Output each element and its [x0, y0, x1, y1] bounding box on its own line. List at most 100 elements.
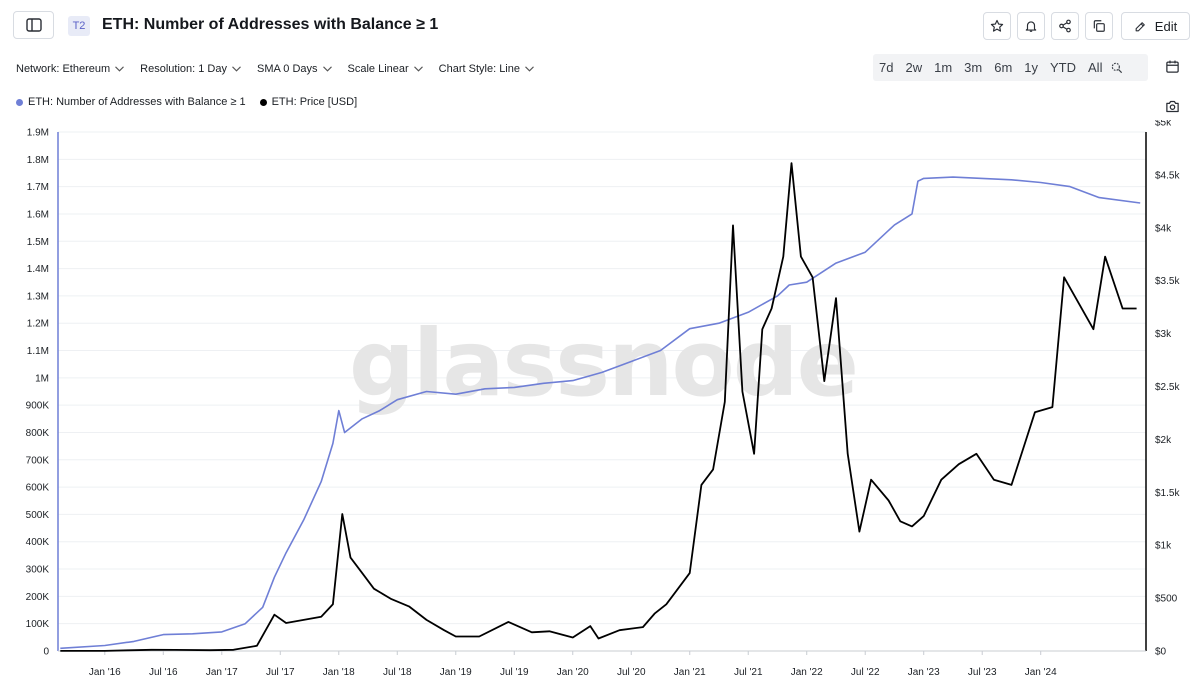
range-2w[interactable]: 2w: [905, 60, 923, 75]
chevron-down-icon: [232, 66, 241, 72]
x-tick-label: Jan '21: [674, 667, 706, 678]
addresses-series-line: [60, 176, 1141, 650]
top-bar: T2 ETH: Number of Addresses with Balance…: [0, 0, 1200, 52]
y-right-tick-label: $4.5k: [1155, 170, 1180, 181]
zoom-reset-icon[interactable]: [1110, 61, 1124, 75]
network-dropdown[interactable]: Network: Ethereum: [16, 61, 125, 77]
favorite-button[interactable]: [983, 12, 1011, 40]
x-tick-label: Jul '19: [500, 667, 529, 678]
y-left-tick-label: 1.4M: [27, 264, 49, 275]
y-right-tick-label: $4k: [1155, 223, 1172, 234]
page-title: ETH: Number of Addresses with Balance ≥ …: [102, 16, 439, 33]
edit-label: Edit: [1154, 18, 1178, 34]
network-dropdown-label: Network: Ethereum: [16, 63, 111, 75]
chart-style-dropdown-label: Chart Style: Line: [438, 63, 520, 75]
legend-label-price: ETH: Price [USD]: [271, 96, 358, 108]
camera-icon[interactable]: [1165, 100, 1180, 113]
y-right-tick-label: $2k: [1155, 435, 1172, 446]
y-left-tick-label: 1.2M: [27, 319, 49, 330]
legend-item-addresses[interactable]: ETH: Number of Addresses with Balance ≥ …: [16, 96, 246, 108]
chart[interactable]: glassnode 0 100K 200K 300K 400K 500K 600K 700K 8…: [0, 120, 1200, 699]
edit-button[interactable]: Edit: [1121, 12, 1190, 40]
legend-dot-price: [259, 98, 267, 106]
y-left-tick-label: 700K: [26, 455, 50, 466]
sidebar-toggle-icon: [25, 18, 42, 32]
x-tick-label: Jan '17: [206, 667, 238, 678]
scale-dropdown-label: Scale Linear: [347, 63, 409, 75]
y-left-tick-label: 100K: [26, 619, 50, 630]
y-left-tick-label: 800K: [26, 428, 50, 439]
y-right-tick-label: $1k: [1155, 541, 1172, 552]
x-tick-label: Jan '19: [440, 667, 472, 678]
y-left-tick-label: 1.5M: [27, 237, 49, 248]
sidebar-toggle-button[interactable]: [13, 11, 54, 39]
range-all[interactable]: All: [1088, 60, 1103, 75]
y-left-tick-label: 1.7M: [27, 182, 49, 193]
calendar-icon[interactable]: [1165, 59, 1180, 74]
chart-style-dropdown[interactable]: Chart Style: Line: [439, 61, 534, 77]
share-button[interactable]: [1051, 12, 1079, 40]
x-tick-label: Jan '20: [557, 667, 589, 678]
y-left-tick-label: 1M: [35, 373, 49, 384]
y-left-tick-label: 1.1M: [27, 346, 49, 357]
pencil-icon: [1135, 21, 1145, 31]
chevron-down-icon: [525, 66, 534, 72]
y-right-tick-label: $5k: [1155, 120, 1172, 129]
range-6m[interactable]: 6m: [994, 60, 1013, 75]
alert-button[interactable]: [1017, 12, 1045, 40]
star-icon: [990, 19, 1004, 32]
legend-item-price[interactable]: ETH: Price [USD]: [259, 96, 358, 108]
chevron-down-icon: [322, 66, 332, 72]
resolution-dropdown-label: Resolution: 1 Day: [140, 63, 227, 75]
sma-dropdown-label: SMA 0 Days: [256, 63, 318, 75]
x-tick-label: Jul '21: [734, 667, 763, 678]
range-7d[interactable]: 7d: [879, 60, 894, 75]
chart-legend: ETH: Number of Addresses with Balance ≥ …: [16, 96, 371, 108]
range-1y[interactable]: 1y: [1024, 60, 1039, 75]
glassnode-watermark: glassnode: [349, 310, 857, 417]
chevron-down-icon: [115, 66, 125, 72]
y-left-tick-label: 1.8M: [27, 155, 49, 166]
filter-bar: Network: Ethereum Resolution: 1 Day SMA …: [16, 61, 550, 77]
y-left-tick-label: 1.6M: [27, 209, 49, 220]
y-right-tick-label: $3.5k: [1155, 276, 1180, 287]
x-tick-label: Jul '23: [968, 667, 997, 678]
x-tick-label: Jul '17: [266, 667, 295, 678]
y-left-tick-label: 1.9M: [27, 128, 49, 139]
copy-icon: [1093, 20, 1105, 32]
series-layer: [60, 162, 1141, 652]
x-tick-label: Jul '18: [383, 667, 412, 678]
y-right-tick-label: $2.5k: [1155, 382, 1180, 393]
x-tick-label: Jan '22: [791, 667, 823, 678]
range-1m[interactable]: 1m: [934, 60, 953, 75]
bell-icon: [1025, 21, 1037, 32]
duplicate-button[interactable]: [1085, 12, 1113, 40]
x-tick-label: Jul '20: [617, 667, 646, 678]
legend-label-addresses: ETH: Number of Addresses with Balance ≥ …: [28, 96, 246, 108]
range-ytd[interactable]: YTD: [1050, 60, 1077, 75]
x-tick-label: Jul '22: [851, 667, 880, 678]
tier-badge: T2: [68, 16, 90, 36]
y-left-tick-label: 600K: [26, 483, 50, 494]
y-left-tick-label: 1.3M: [27, 291, 49, 302]
range-3m[interactable]: 3m: [964, 60, 983, 75]
y-left-tick-label: 300K: [26, 565, 50, 576]
legend-dot-addresses: [16, 98, 23, 106]
right-axis-ticks: $0 $500 $1k $1.5k $2k $2.5k $3k $3.5k $4k $4.5k $5…: [1155, 120, 1180, 658]
x-tick-label: Jan '16: [89, 667, 121, 678]
y-left-tick-label: 200K: [26, 592, 50, 603]
price-series-line: [60, 162, 1137, 652]
time-range-selector: 7d 2w 1m 3m 6m 1y YTD All: [873, 54, 1148, 81]
x-tick-label: Jan '23: [908, 667, 940, 678]
x-axis-ticks: Jan '16 Jul '16 Jan '17 Jul '17 Jan '18 Jul '…: [89, 651, 1057, 678]
chevron-down-icon: [413, 66, 423, 72]
x-tick-label: Jan '24: [1025, 667, 1057, 678]
y-right-tick-label: $1.5k: [1155, 488, 1180, 499]
scale-dropdown[interactable]: Scale Linear: [348, 61, 423, 77]
x-tick-label: Jul '16: [149, 667, 178, 678]
resolution-dropdown[interactable]: Resolution: 1 Day: [140, 61, 241, 77]
y-left-tick-label: 0: [43, 647, 49, 658]
sma-dropdown[interactable]: SMA 0 Days: [257, 61, 332, 77]
x-tick-label: Jan '18: [323, 667, 355, 678]
y-right-tick-label: $500: [1155, 594, 1178, 605]
